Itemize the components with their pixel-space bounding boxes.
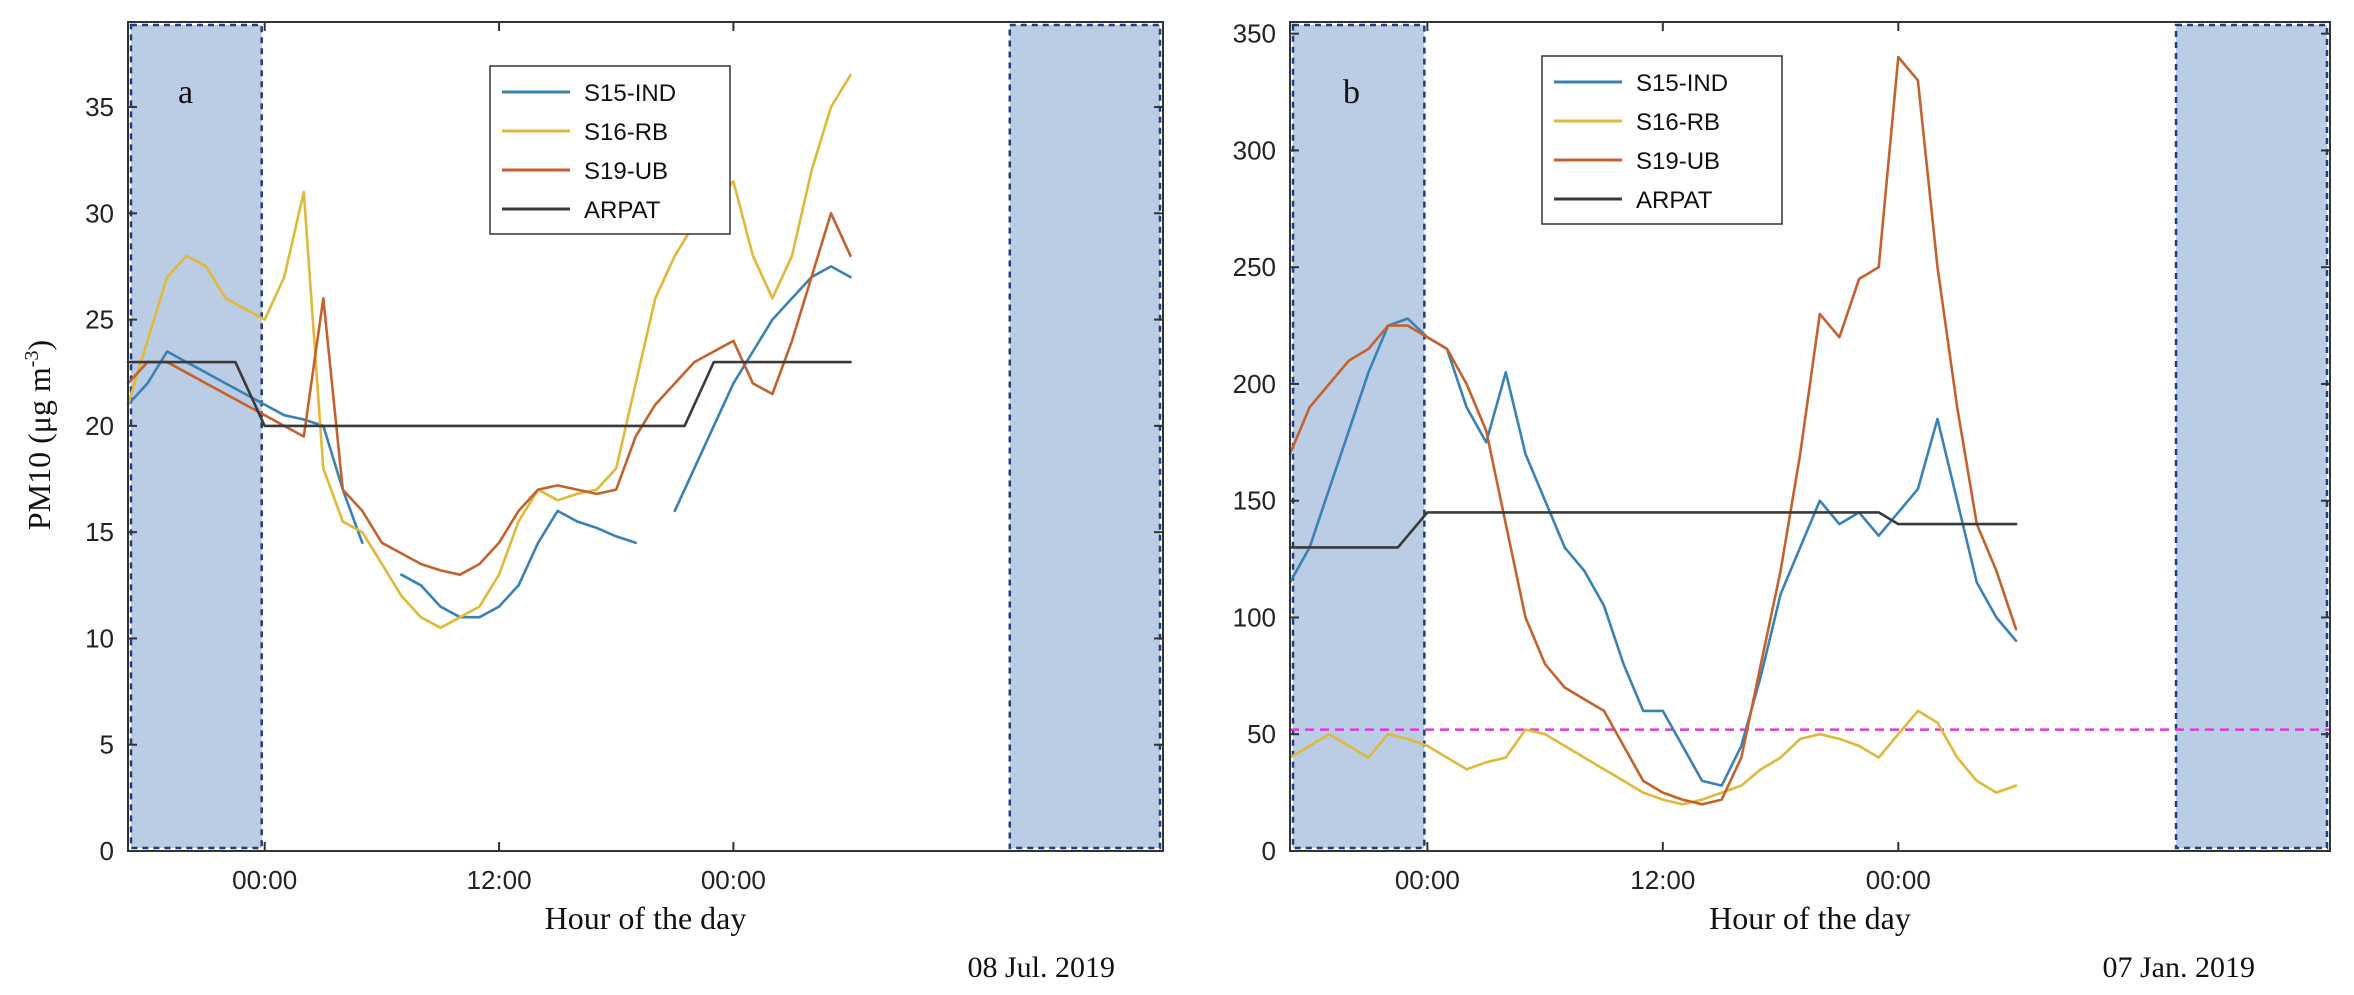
legend-box	[489, 65, 731, 235]
legend-label: S19-UB	[1636, 148, 1720, 175]
x-tick-label: 12:00	[1630, 865, 1695, 895]
date-label: 08 Jul. 2019	[967, 951, 1115, 984]
legend-label: S19-UB	[584, 158, 668, 185]
y-tick-label: 150	[1233, 486, 1276, 516]
x-tick-label: 12:00	[466, 865, 531, 895]
y-tick-label: 200	[1233, 369, 1276, 399]
y-axis-label: PM10 (μg m-3)	[21, 340, 57, 530]
legend-box	[1541, 55, 1783, 225]
series-line-arpat	[126, 360, 852, 428]
night-shaded-region	[1008, 23, 1162, 850]
legend-label: ARPAT	[584, 197, 661, 224]
y-tick-label: 25	[85, 305, 114, 335]
axes-frame	[127, 21, 1164, 852]
y-tick-label: 0	[1262, 836, 1276, 866]
plot-area	[1290, 22, 2330, 851]
panel-a: 0 5 10 15 20 25 30 35 00:00 12:00 00:00 Hour of the…	[85, 21, 1164, 984]
legend-label: S16-RB	[584, 119, 668, 146]
y-tick-label: 10	[85, 623, 114, 653]
legend-label: S16-RB	[1636, 109, 1720, 136]
series-line-s15-ind	[1288, 317, 2018, 787]
series-line-s16-rb	[1288, 709, 2018, 806]
legend-label: S15-IND	[1636, 70, 1728, 97]
y-tick-label: 15	[85, 517, 114, 547]
x-axis-label: Hour of the day	[545, 900, 747, 936]
night-shaded-region	[129, 23, 263, 850]
night-shaded-region	[2174, 23, 2329, 850]
series-line-arpat	[1288, 511, 2018, 549]
y-tick-label: 35	[85, 92, 114, 122]
y-tick-label: 30	[85, 198, 114, 228]
panel-letter: a	[178, 74, 193, 111]
axes-frame	[1289, 21, 2331, 852]
x-tick-label: 00:00	[701, 865, 766, 895]
y-tick-label: 350	[1233, 19, 1276, 49]
y-tick-label: 100	[1233, 602, 1276, 632]
series-line-s19-ub	[126, 212, 852, 576]
x-tick-label: 00:00	[1866, 865, 1931, 895]
y-tick-label: 20	[85, 411, 114, 441]
legend-label: ARPAT	[1636, 187, 1713, 214]
night-shaded-region	[1291, 23, 1426, 850]
x-axis-label: Hour of the day	[1709, 900, 1911, 936]
y-tick-label: 5	[100, 730, 114, 760]
series-line-s19-ub	[1288, 55, 2018, 806]
y-tick-label: 50	[1247, 719, 1276, 749]
x-tick-label: 00:00	[232, 865, 297, 895]
y-tick-label: 250	[1233, 252, 1276, 282]
y-tick-label: 300	[1233, 135, 1276, 165]
panel-b: 0 50 100 150 200 250 300 350 00:00 12:00 00:00 Hour…	[1233, 19, 2331, 984]
date-label: 07 Jan. 2019	[2103, 951, 2256, 984]
panel-letter: b	[1343, 74, 1360, 111]
x-tick-label: 00:00	[1395, 865, 1460, 895]
legend-label: S15-IND	[584, 80, 676, 107]
y-tick-label: 0	[100, 836, 114, 866]
